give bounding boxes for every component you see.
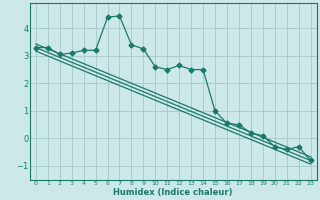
X-axis label: Humidex (Indice chaleur): Humidex (Indice chaleur) — [114, 188, 233, 197]
